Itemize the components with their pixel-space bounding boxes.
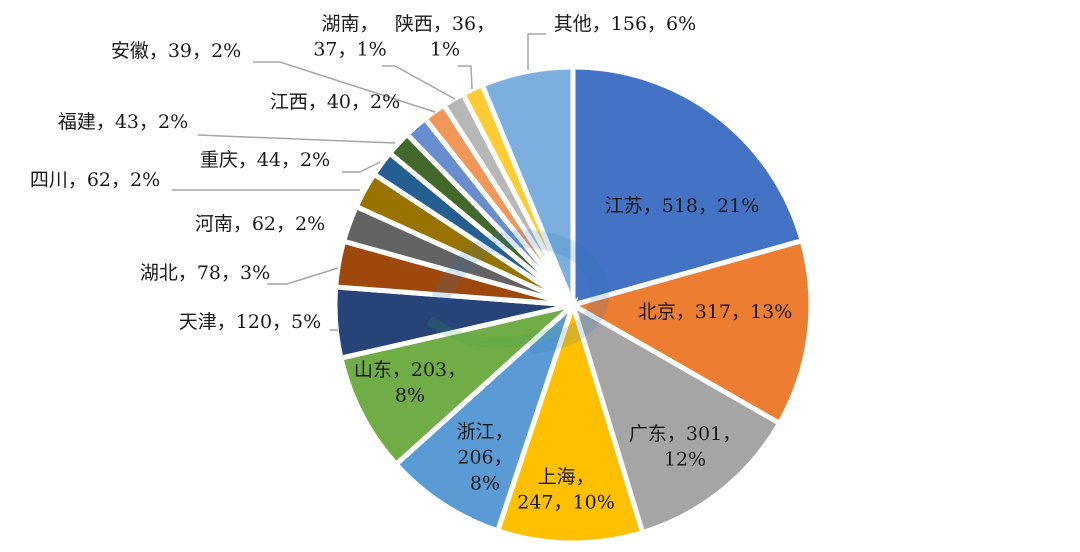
data-label: 北京，317，13% bbox=[638, 301, 793, 323]
data-label: 陕西，36， 1% bbox=[395, 13, 495, 61]
pie-slice-16 bbox=[479, 64, 576, 306]
data-label: 江西，40，2% bbox=[270, 91, 400, 113]
data-label: 四川，62，2% bbox=[30, 169, 160, 191]
data-label: 江苏，518，21% bbox=[605, 195, 760, 217]
leader-line bbox=[253, 61, 436, 113]
pie-slice-0 bbox=[570, 64, 806, 309]
leader-line bbox=[527, 33, 546, 70]
pie-slice-4 bbox=[392, 296, 579, 534]
pie-slice-3 bbox=[494, 296, 646, 546]
data-label: 湖南， 37，1% bbox=[313, 13, 386, 61]
data-labels: 江苏，518，21% 北京，317，13% 广东，301， 12% 上海， 247，10%… bbox=[30, 13, 792, 514]
data-label: 广东，301， 12% bbox=[629, 423, 741, 471]
leader-line bbox=[197, 134, 396, 144]
watermark-logo bbox=[426, 229, 610, 354]
data-label: 其他，156，6% bbox=[554, 13, 696, 35]
pie-slices bbox=[332, 64, 814, 546]
leader-line bbox=[458, 65, 473, 90]
data-label: 湖北，78，3% bbox=[140, 262, 270, 284]
leader-line bbox=[342, 161, 381, 173]
leader-line bbox=[382, 65, 456, 100]
data-label: 重庆，44，2% bbox=[200, 149, 330, 171]
leader-lines bbox=[172, 33, 546, 331]
data-label: 上海， 247，10% bbox=[517, 466, 615, 514]
data-label: 天津，120，5% bbox=[179, 311, 321, 333]
data-label: 浙江， 206， 8% bbox=[456, 421, 513, 494]
data-label: 河南，62，2% bbox=[195, 213, 325, 235]
pie-slice-1 bbox=[566, 237, 814, 427]
leader-line bbox=[267, 267, 339, 285]
data-label: 福建，43，2% bbox=[58, 111, 188, 133]
data-label: 山东，203， 8% bbox=[354, 359, 466, 407]
pie-slice-2 bbox=[568, 299, 783, 536]
data-label: 安徽，39，2% bbox=[111, 40, 241, 62]
